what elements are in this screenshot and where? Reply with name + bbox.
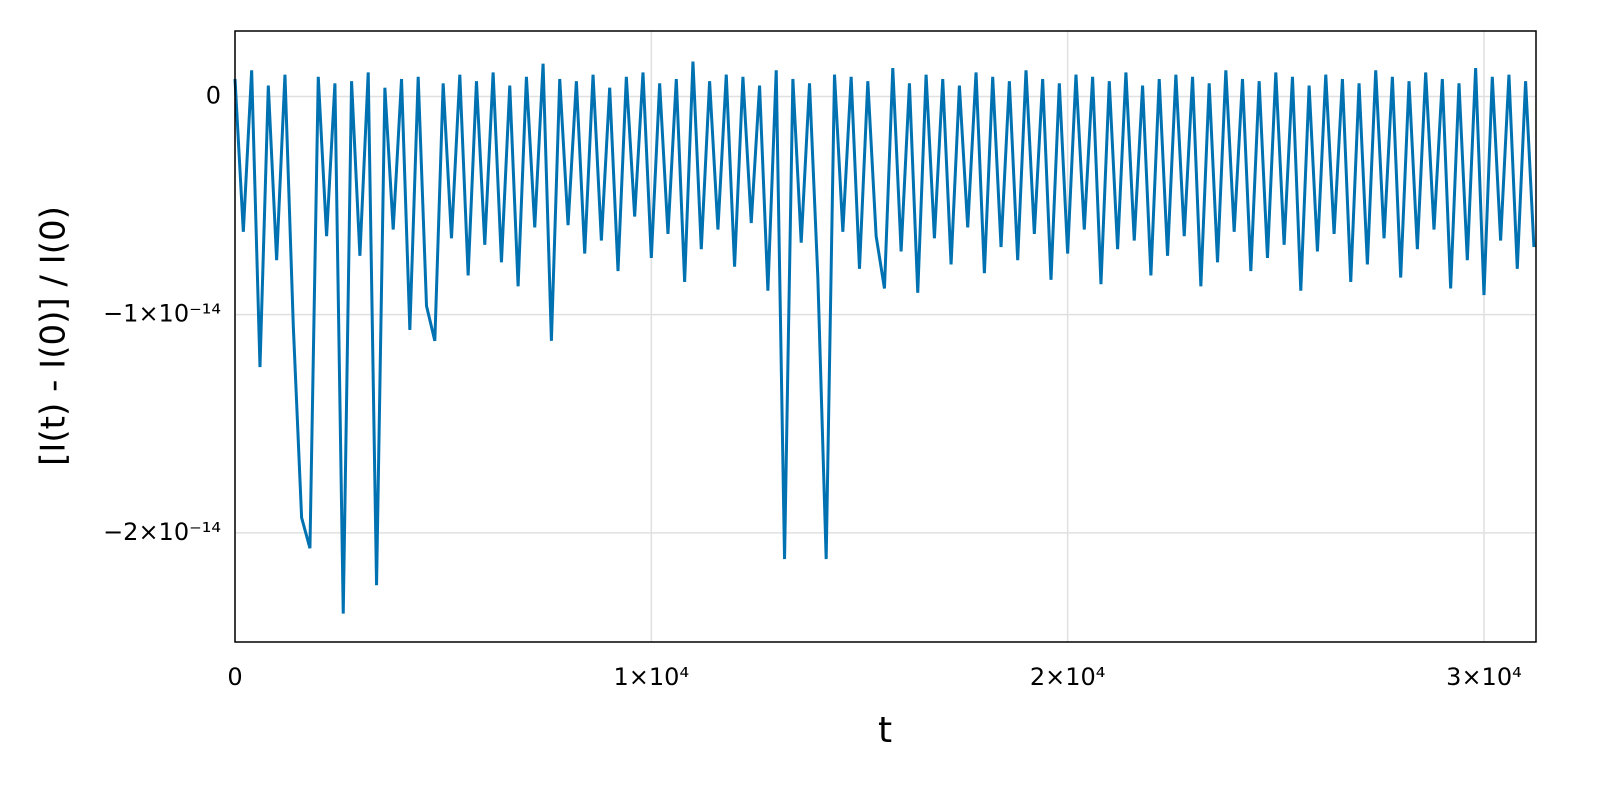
x-axis-label: t — [878, 710, 892, 751]
y-axis-label: [I(t) - I(0)] / I(0) — [34, 206, 74, 466]
y-tick-label: −2×10⁻¹⁴ — [103, 518, 221, 546]
x-tick-label: 2×10⁴ — [1030, 663, 1106, 691]
x-tick-label: 0 — [227, 663, 242, 691]
y-tick-label: 0 — [206, 81, 221, 109]
x-tick-label: 3×10⁴ — [1446, 663, 1522, 691]
plot-layer — [233, 61, 1536, 614]
tick-labels: 0 1×10⁴ 2×10⁴ 3×10⁴ 0 −1×10⁻¹⁴ −2×10⁻¹⁴ — [103, 81, 1522, 691]
data-line — [233, 61, 1536, 614]
plot-frame — [234, 30, 1537, 643]
x-tick-label: 1×10⁴ — [614, 663, 690, 691]
y-tick-label: −1×10⁻¹⁴ — [103, 300, 221, 328]
